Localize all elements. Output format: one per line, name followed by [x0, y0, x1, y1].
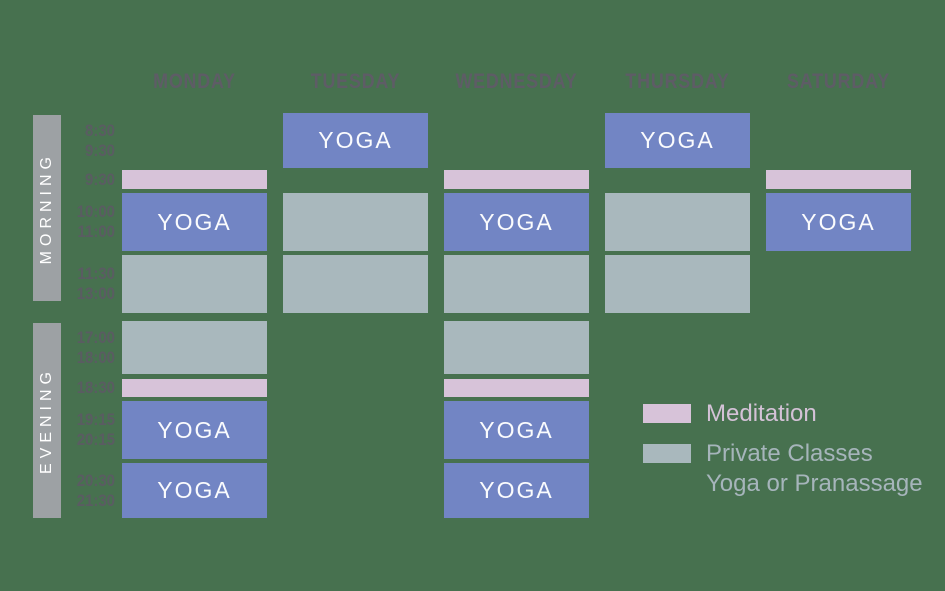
schedule-cell-wednesday-yoga: YOGA	[444, 463, 589, 518]
yoga-cell-label: YOGA	[479, 208, 554, 235]
yoga-cell-label: YOGA	[157, 416, 232, 443]
schedule-cell-monday-meditation	[122, 379, 267, 397]
day-header-thursday: THURSDAY	[625, 70, 730, 93]
section-bar-evening: EVENING	[33, 323, 61, 518]
yoga-cell-label: YOGA	[640, 127, 715, 153]
legend-swatch-private	[643, 444, 691, 463]
schedule-cell-saturday-yoga: YOGA	[766, 193, 911, 251]
time-line: 8:30	[85, 120, 115, 140]
schedule-cell-monday-yoga: YOGA	[122, 463, 267, 518]
legend-label-line: Meditation	[706, 400, 817, 427]
yoga-cell-label: YOGA	[479, 477, 554, 503]
time-line: 11:30	[77, 264, 115, 283]
yoga-cell-label: YOGA	[157, 208, 232, 235]
yoga-cell-label: YOGA	[157, 477, 232, 503]
time-line: 19:15	[76, 410, 115, 429]
schedule-cell-thursday-yoga: YOGA	[605, 113, 750, 168]
time-line: 11:00	[77, 222, 115, 241]
legend-item-private: Private Classes Yoga or Pranassage	[643, 439, 923, 499]
yoga-cell-label: YOGA	[318, 127, 393, 153]
time-line: 17:00	[76, 327, 115, 347]
yoga-cell-label: YOGA	[479, 416, 554, 443]
schedule-cell-tuesday-yoga: YOGA	[283, 113, 428, 168]
schedule-cell-monday-private	[122, 321, 267, 374]
schedule-cell-wednesday-yoga: YOGA	[444, 401, 589, 459]
day-header-tuesday: TUESDAY	[310, 70, 401, 93]
legend-swatch-meditation	[643, 404, 691, 423]
time-label: 11:30 13:00	[45, 255, 115, 313]
schedule-cell-wednesday-meditation	[444, 170, 589, 189]
day-header-saturday: SATURDAY	[786, 70, 891, 93]
time-line: 10:00	[76, 202, 115, 221]
legend: Meditation Private Classes Yoga or Pranass…	[643, 399, 923, 509]
time-line: 18:00	[76, 347, 115, 367]
time-label: 19:15 20:15	[45, 401, 115, 459]
legend-item-meditation: Meditation	[643, 399, 923, 429]
time-line: 18:30	[76, 378, 115, 397]
schedule-cell-thursday-private	[605, 255, 750, 313]
legend-label-private: Private Classes Yoga or Pranassage	[706, 439, 923, 499]
time-line: 9:30	[85, 169, 115, 189]
schedule-cell-wednesday-yoga: YOGA	[444, 193, 589, 251]
time-line: 21:30	[76, 490, 115, 510]
schedule-cell-tuesday-private	[283, 255, 428, 313]
time-label: 9:30	[45, 170, 115, 189]
schedule-cell-monday-yoga: YOGA	[122, 193, 267, 251]
time-label: 17:00 18:00	[45, 321, 115, 374]
legend-label-meditation: Meditation	[706, 399, 817, 429]
time-line: 13:00	[76, 284, 115, 303]
schedule-cell-wednesday-meditation	[444, 379, 589, 397]
legend-label-line: Private Classes	[706, 440, 873, 467]
time-label: 18:30	[45, 378, 115, 397]
schedule-cell-monday-meditation	[122, 170, 267, 189]
schedule-cell-tuesday-private	[283, 193, 428, 251]
schedule-cell-wednesday-private	[444, 255, 589, 313]
time-line: 9:30	[85, 140, 115, 160]
schedule-cell-saturday-meditation	[766, 170, 911, 189]
time-line: 20:30	[76, 470, 115, 490]
legend-label-line: Yoga or Pranassage	[706, 470, 923, 497]
time-label: 20:30 21:30	[45, 463, 115, 518]
schedule-cell-monday-private	[122, 255, 267, 313]
schedule-cell-monday-yoga: YOGA	[122, 401, 267, 459]
yoga-cell-label: YOGA	[801, 208, 876, 235]
time-label: 10:00 11:00	[45, 193, 115, 251]
schedule-cell-wednesday-private	[444, 321, 589, 374]
time-line: 20:15	[76, 430, 115, 449]
day-header-monday: MONDAY	[153, 70, 236, 93]
schedule-cell-thursday-private	[605, 193, 750, 251]
time-label: 8:30 9:30	[45, 113, 115, 168]
day-header-wednesday: WEDNESDAY	[455, 70, 578, 93]
section-bar-morning: MORNING	[33, 115, 61, 301]
